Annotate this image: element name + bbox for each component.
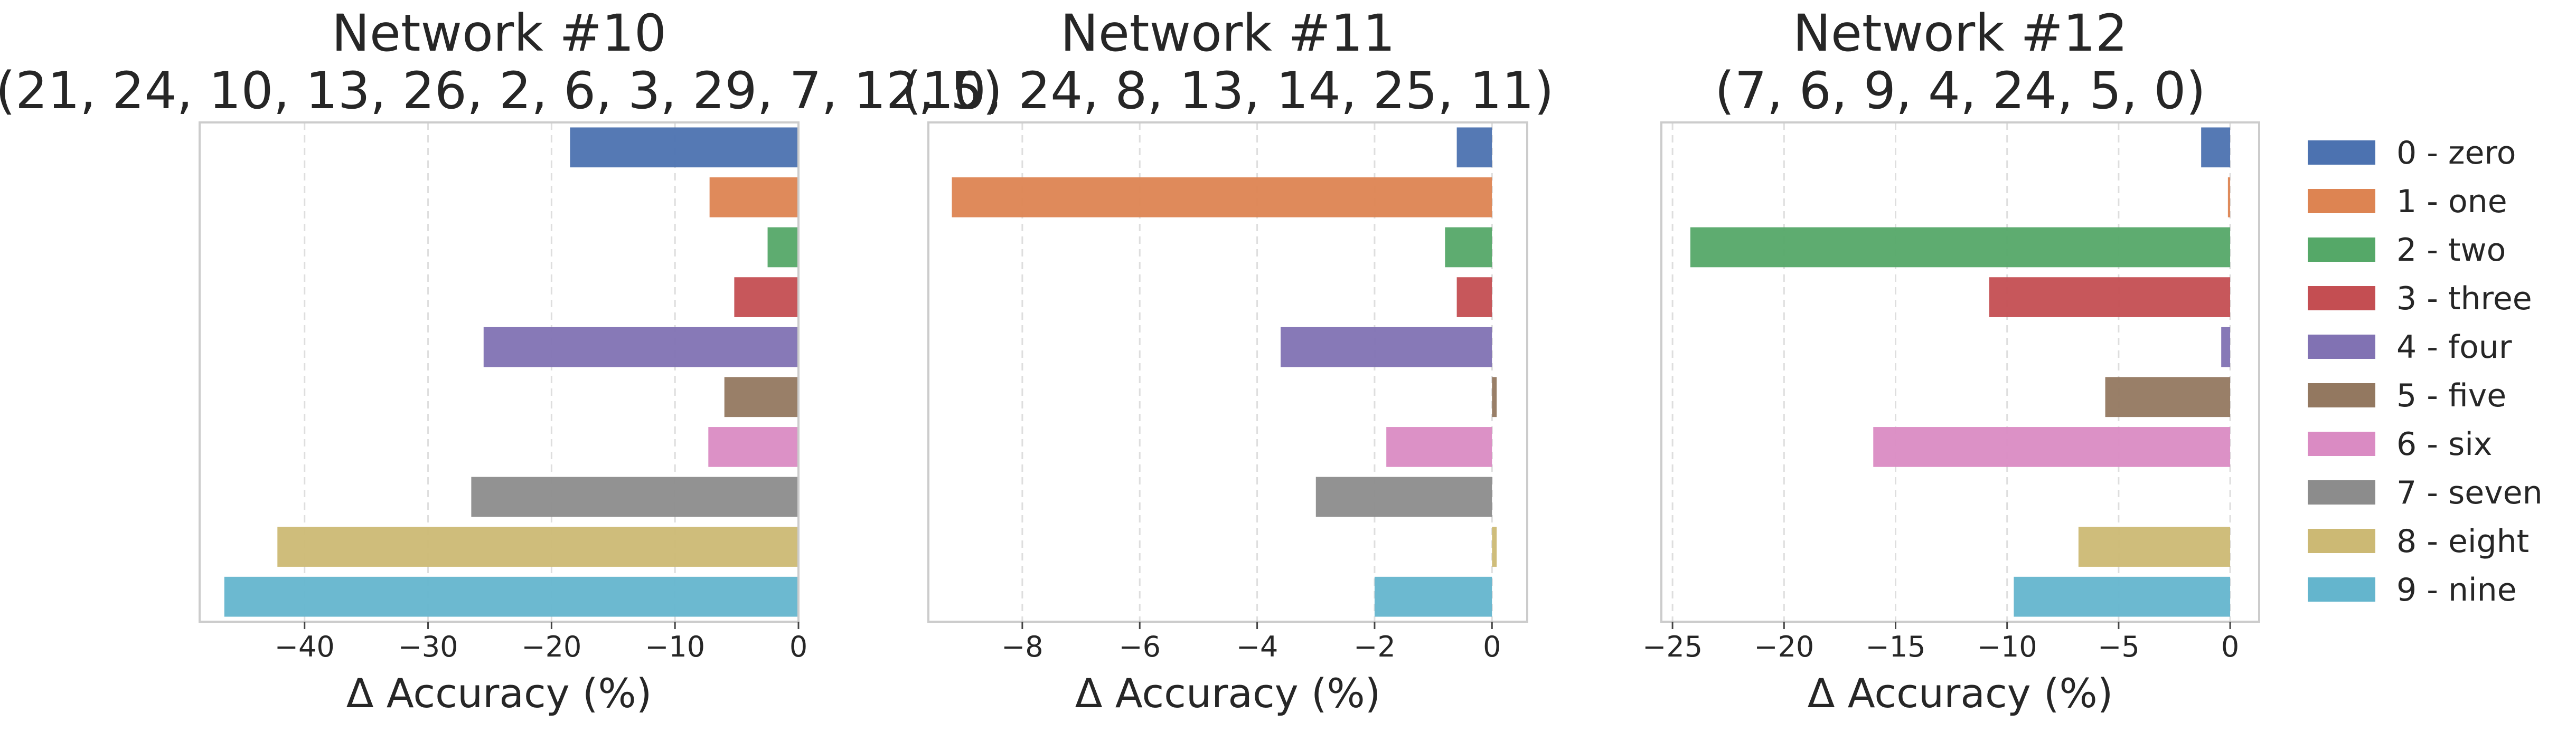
bar-0-3	[734, 277, 798, 317]
legend-swatch-6	[2308, 432, 2375, 456]
tick-label-1-1: −6	[1118, 630, 1161, 663]
subtitle-1: (10, 24, 8, 13, 14, 25, 11)	[901, 61, 1554, 120]
bar-2-3	[1989, 277, 2231, 317]
legend-label-8: 8 - eight	[2396, 523, 2529, 560]
legend-label-7: 7 - seven	[2396, 474, 2543, 511]
bar-1-9	[1374, 576, 1492, 617]
legend-swatch-2	[2308, 237, 2375, 262]
bar-2-0	[2201, 127, 2231, 168]
bar-2-4	[2221, 327, 2231, 367]
bar-1-8	[1492, 527, 1497, 567]
tick-label-0-2: −20	[521, 630, 581, 663]
tick-label-0-1: −30	[398, 630, 458, 663]
tick-label-2-5: 0	[2221, 630, 2239, 663]
legend-label-1: 1 - one	[2396, 183, 2507, 220]
tick-label-0-0: −40	[275, 630, 335, 663]
bar-0-0	[570, 127, 798, 168]
title-2: Network #12	[1793, 4, 2128, 63]
bar-0-4	[483, 327, 798, 367]
tick-label-2-4: −5	[2098, 630, 2140, 663]
tick-label-2-0: −25	[1642, 630, 1703, 663]
bar-1-3	[1456, 277, 1492, 317]
tick-label-0-4: 0	[789, 630, 807, 663]
tick-label-1-0: −8	[1001, 630, 1043, 663]
legend-label-5: 5 - five	[2396, 377, 2506, 414]
bar-0-8	[277, 527, 798, 567]
legend-swatch-7	[2308, 480, 2375, 505]
bar-1-5	[1492, 377, 1497, 417]
xlabel-0: Δ Accuracy (%)	[346, 670, 652, 717]
bar-1-4	[1281, 327, 1492, 367]
bar-1-2	[1445, 227, 1492, 268]
bar-0-5	[724, 377, 798, 417]
subtitle-0: (21, 24, 10, 13, 26, 2, 6, 3, 29, 7, 12,…	[0, 61, 1002, 120]
bar-1-6	[1386, 427, 1492, 467]
plot-frame-1	[927, 121, 1528, 623]
bar-2-9	[2014, 576, 2231, 617]
bar-2-2	[1690, 227, 2231, 268]
title-0: Network #10	[332, 4, 666, 63]
legend-label-2: 2 - two	[2396, 232, 2506, 269]
plot-frame-2	[1660, 121, 2260, 623]
legend-swatch-0	[2308, 140, 2375, 165]
bar-2-1	[2227, 177, 2231, 217]
bar-2-6	[1873, 427, 2231, 467]
bar-1-7	[1315, 477, 1492, 517]
tick-label-2-1: −20	[1754, 630, 1814, 663]
bar-0-6	[708, 427, 798, 467]
tick-label-1-2: −4	[1236, 630, 1278, 663]
legend-swatch-9	[2308, 577, 2375, 602]
legend-swatch-1	[2308, 189, 2375, 213]
tick-label-2-3: −10	[1977, 630, 2037, 663]
bar-0-9	[224, 576, 798, 617]
bar-0-7	[471, 477, 798, 517]
tick-label-2-2: −15	[1866, 630, 1926, 663]
tick-label-1-3: −2	[1353, 630, 1396, 663]
legend-label-4: 4 - four	[2396, 329, 2512, 366]
tick-label-1-4: 0	[1483, 630, 1501, 663]
legend-swatch-3	[2308, 286, 2375, 310]
legend-label-3: 3 - three	[2396, 280, 2532, 317]
bar-1-0	[1456, 127, 1492, 168]
plot-frame-0	[199, 121, 800, 623]
legend-swatch-5	[2308, 383, 2375, 407]
legend-swatch-4	[2308, 335, 2375, 359]
xlabel-1: Δ Accuracy (%)	[1075, 670, 1381, 717]
bar-1-1	[952, 177, 1492, 217]
bar-2-5	[2105, 377, 2231, 417]
bar-2-8	[2078, 527, 2231, 567]
legend-swatch-8	[2308, 529, 2375, 553]
bar-0-1	[709, 177, 798, 217]
xlabel-2: Δ Accuracy (%)	[1808, 670, 2113, 717]
subtitle-2: (7, 6, 9, 4, 24, 5, 0)	[1715, 61, 2206, 120]
legend-label-9: 9 - nine	[2396, 572, 2517, 609]
bar-0-2	[767, 227, 798, 268]
legend-label-0: 0 - zero	[2396, 135, 2516, 172]
title-1: Network #11	[1060, 4, 1395, 63]
tick-label-0-3: −10	[645, 630, 705, 663]
legend-label-6: 6 - six	[2396, 426, 2492, 463]
